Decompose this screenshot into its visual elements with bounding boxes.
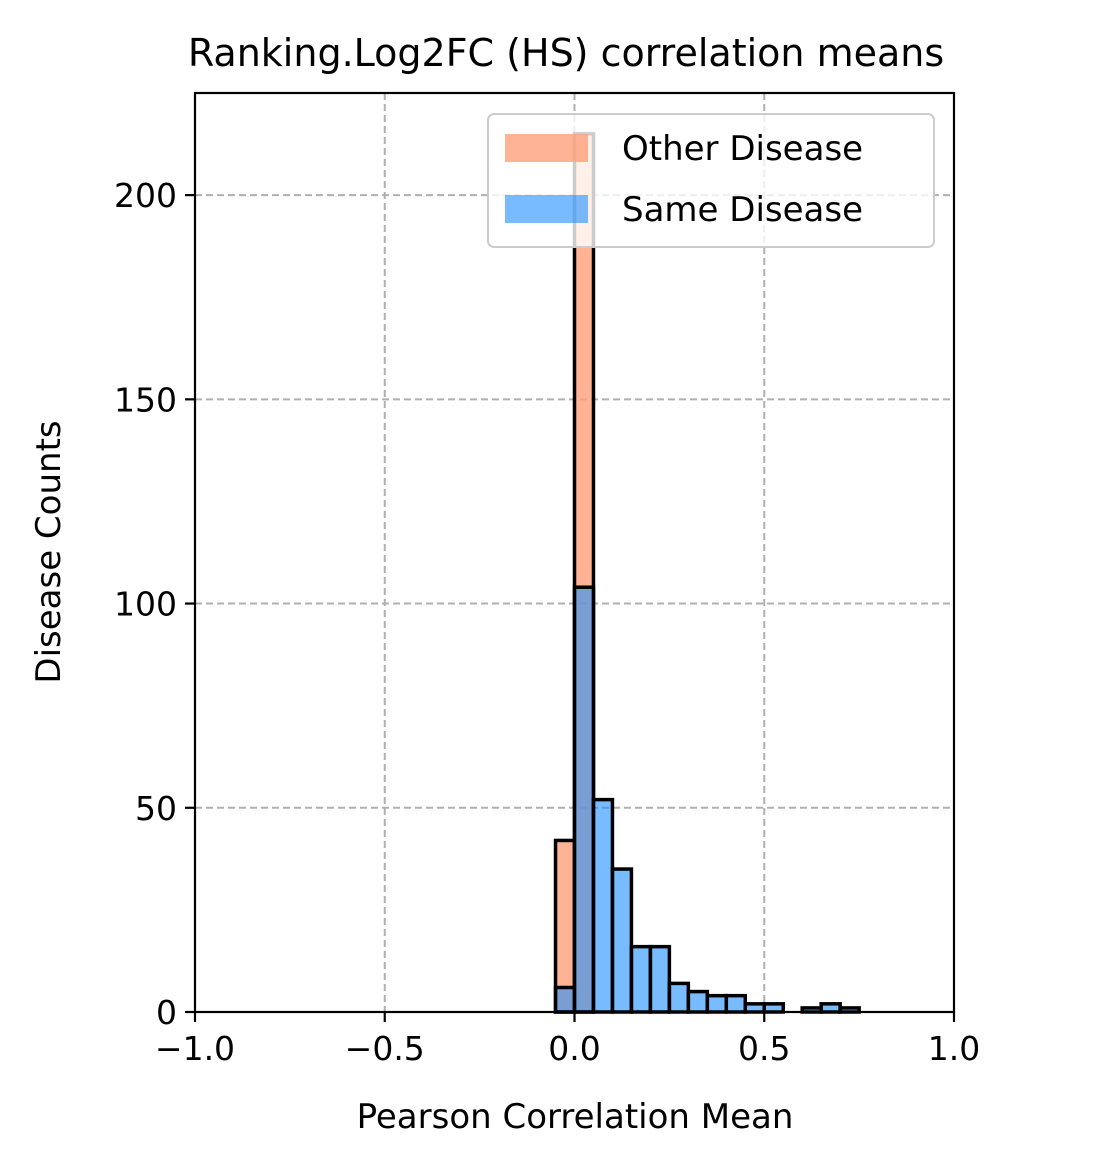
- y-tick-label-3: 150: [114, 380, 177, 419]
- y-tick-label-1: 50: [135, 789, 177, 828]
- bar-same-4: [629, 944, 653, 1014]
- bar-same-3: [610, 867, 634, 1014]
- x-tick-label-2: 0.0: [548, 1029, 600, 1068]
- bar-same-6: [667, 981, 691, 1014]
- bar-same-7: [686, 989, 710, 1014]
- bar-same-2: [591, 797, 615, 1014]
- legend-box: [487, 113, 935, 248]
- bar-same-5: [648, 944, 672, 1014]
- bar-same-11: [762, 1002, 785, 1014]
- bar-same-1: [572, 585, 596, 1014]
- axis-ticks: −1.0 −0.5 0.0 0.5 1.0 0 50 100 150 200: [114, 176, 980, 1068]
- legend-label-other: Other Disease: [622, 129, 863, 169]
- x-tick-label-0: −1.0: [155, 1029, 235, 1068]
- chart-title: Ranking.Log2FC (HS) correlation means: [188, 31, 944, 75]
- x-tick-label-3: 0.5: [738, 1029, 790, 1068]
- y-tick-label-4: 200: [114, 176, 177, 215]
- x-tick-label-1: −0.5: [345, 1029, 425, 1068]
- y-axis-label: Disease Counts: [29, 420, 69, 683]
- bar-same-8: [705, 993, 729, 1014]
- legend-swatch-other: [505, 134, 588, 162]
- legend-label-same: Same Disease: [622, 190, 863, 230]
- bar-same-10: [743, 1002, 767, 1014]
- x-tick-label-4: 1.0: [928, 1029, 980, 1068]
- y-tick-label-0: 0: [156, 993, 177, 1032]
- bar-same-0: [553, 985, 577, 1014]
- legend: Other Disease Same Disease: [487, 113, 935, 248]
- legend-swatch-same: [505, 195, 588, 223]
- x-axis-label: Pearson Correlation Mean: [357, 1097, 794, 1137]
- y-tick-label-2: 100: [114, 585, 177, 624]
- bar-same-9: [724, 993, 748, 1014]
- bar-same-14: [819, 1002, 842, 1014]
